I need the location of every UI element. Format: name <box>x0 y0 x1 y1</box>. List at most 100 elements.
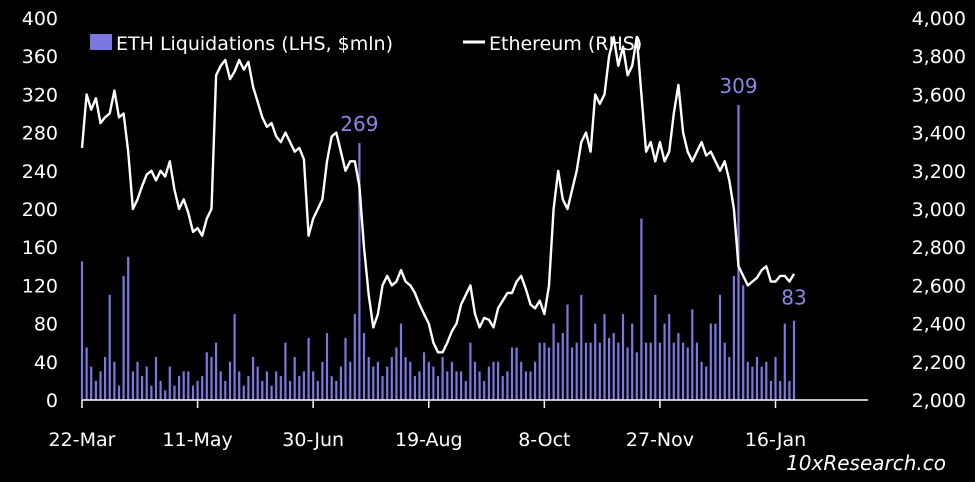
liquidation-bar-139 <box>723 342 726 400</box>
liquidation-bar-9 <box>122 275 125 400</box>
liquidation-bar-111 <box>594 323 597 400</box>
liquidation-bar-126 <box>663 323 666 400</box>
liquidation-bar-74 <box>423 352 426 401</box>
x-axis-ticks: 22-Mar 11-May 30-Jun 19-Aug 8-Oct 27-Nov 16-Ja… <box>49 400 806 451</box>
liquidation-bar-14 <box>145 366 148 400</box>
liquidation-bar-130 <box>682 342 685 400</box>
liquidation-bar-115 <box>612 333 615 400</box>
liquidation-bar-50 <box>312 371 315 400</box>
x-tick-label-3: 19-Aug <box>395 429 463 451</box>
liquidation-bar-32 <box>228 361 232 400</box>
liquidation-bar-153 <box>788 380 791 400</box>
liquidation-bar-41 <box>270 385 273 400</box>
legend-bar-label: ETH Liquidations (LHS, $mln) <box>116 33 393 55</box>
liquidation-bar-49 <box>307 337 310 400</box>
liquidation-bar-145 <box>751 366 754 400</box>
liquidation-bar-23 <box>187 371 190 400</box>
liquidation-bar-33 <box>233 314 236 400</box>
liquidation-bar-116 <box>617 342 620 400</box>
liquidation-bar-13 <box>141 376 144 400</box>
liquidation-bar-96 <box>524 371 527 400</box>
right-tick-label-2: 3,600 <box>912 84 966 106</box>
x-tick-label-6: 16-Jan <box>745 429 806 451</box>
liquidation-bar-104 <box>561 333 564 400</box>
liquidation-bar-110 <box>589 342 592 400</box>
liquidation-bar-24 <box>191 385 195 400</box>
liquidation-bar-68 <box>395 347 398 400</box>
right-tick-label-1: 3,800 <box>912 46 966 68</box>
liquidation-bar-44 <box>284 342 287 400</box>
liquidation-bar-79 <box>446 371 449 400</box>
liquidation-bar-132 <box>691 309 694 400</box>
liquidation-bar-138 <box>718 294 722 400</box>
liquidation-bar-107 <box>575 342 578 400</box>
liquidation-bar-67 <box>390 357 393 400</box>
liquidation-bar-121 <box>640 218 643 400</box>
x-tick-label-0: 22-Mar <box>49 429 116 451</box>
liquidation-bar-7 <box>113 361 116 400</box>
liquidation-bar-66 <box>386 366 389 400</box>
liquidation-bar-73 <box>418 371 421 400</box>
x-tick-label-2: 30-Jun <box>282 429 344 451</box>
liquidation-bar-108 <box>580 294 583 400</box>
liquidation-bar-60 <box>358 143 361 400</box>
right-tick-label-6: 2,800 <box>912 237 966 259</box>
liquidation-bar-27 <box>205 352 208 401</box>
liquidation-bar-11 <box>131 371 134 400</box>
liquidation-bar-40 <box>265 371 268 400</box>
liquidation-bar-95 <box>520 361 523 400</box>
legend-line-label: Ethereum (RHS) <box>489 33 642 55</box>
liquidation-bar-6 <box>108 294 111 400</box>
liquidation-bar-55 <box>335 380 338 400</box>
liquidation-bar-45 <box>289 380 292 400</box>
liquidation-bar-61 <box>362 333 366 400</box>
liquidation-bar-64 <box>376 361 379 400</box>
liquidation-bar-22 <box>182 371 185 400</box>
liquidation-bar-151 <box>779 380 782 400</box>
liquidation-bar-54 <box>330 376 333 400</box>
liquidation-bar-91 <box>501 376 504 400</box>
left-tick-label-4: 240 <box>22 161 58 183</box>
liquidation-bar-92 <box>506 371 509 400</box>
liquidation-bar-113 <box>603 314 606 400</box>
liquidation-bar-63 <box>372 366 375 400</box>
liquidation-bar-1 <box>85 347 88 400</box>
liquidation-bar-143 <box>742 285 745 400</box>
liquidation-bar-16 <box>154 357 158 400</box>
left-tick-label-10: 0 <box>46 390 58 412</box>
liquidation-bar-48 <box>302 371 305 400</box>
liquidation-bar-5 <box>104 357 107 400</box>
annotation-269: 269 <box>340 112 378 136</box>
liquidation-bar-25 <box>196 380 199 400</box>
liquidation-bar-144 <box>746 361 749 400</box>
liquidation-bar-100 <box>543 342 546 400</box>
left-tick-label-1: 360 <box>22 46 58 68</box>
right-axis-ticks: 4,000 3,800 3,600 3,400 3,200 3,000 2,800 2,600… <box>912 8 966 412</box>
liquidation-bar-53 <box>325 333 329 400</box>
left-tick-label-6: 160 <box>22 237 58 259</box>
liquidation-bar-58 <box>349 361 352 400</box>
liquidation-bar-2 <box>90 366 93 400</box>
liquidation-bar-102 <box>552 323 555 400</box>
liquidation-bar-56 <box>339 366 342 400</box>
liquidation-bar-136 <box>709 323 712 400</box>
liquidation-bar-76 <box>432 366 435 400</box>
liquidation-bar-122 <box>645 342 648 400</box>
liquidation-bar-72 <box>413 376 416 400</box>
liquidation-bar-81 <box>455 371 458 400</box>
liquidation-bar-137 <box>714 323 717 400</box>
left-tick-label-0: 400 <box>22 8 58 30</box>
liquidation-bar-127 <box>668 314 671 400</box>
left-tick-label-7: 120 <box>22 275 58 297</box>
liquidation-bar-39 <box>261 380 264 400</box>
left-tick-label-8: 80 <box>34 314 58 336</box>
liquidation-bar-4 <box>99 371 102 400</box>
liquidation-bar-31 <box>224 380 227 400</box>
liquidation-bar-77 <box>436 376 440 400</box>
liquidation-bar-109 <box>584 342 588 400</box>
liquidation-bar-34 <box>238 371 241 400</box>
liquidation-bar-103 <box>557 342 560 400</box>
liquidation-bar-26 <box>201 376 204 400</box>
right-tick-label-10: 2,000 <box>912 390 966 412</box>
liquidation-bar-147 <box>760 366 763 400</box>
